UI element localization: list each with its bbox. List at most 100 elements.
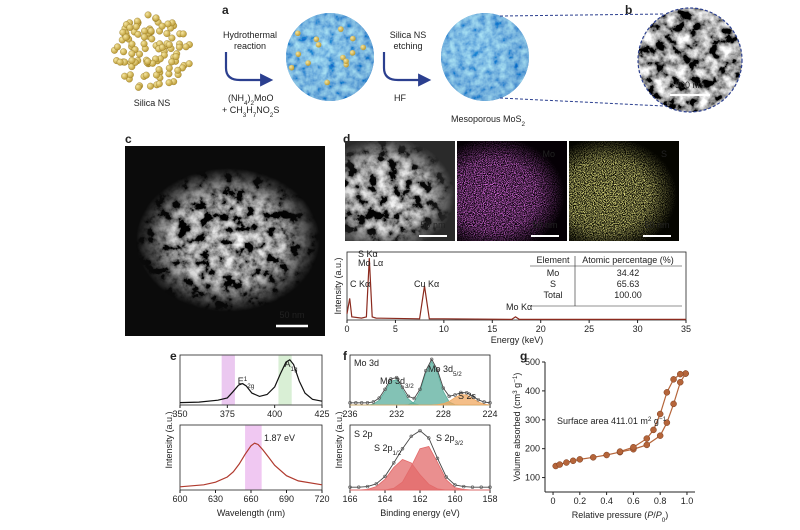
silica-particle — [116, 58, 124, 66]
panel-label: a — [222, 3, 229, 17]
silica-particle — [175, 43, 183, 51]
channel-label: Mo — [542, 149, 555, 159]
map-texture — [457, 141, 567, 241]
x-tick-label: 0 — [344, 324, 349, 334]
data-point — [459, 390, 463, 395]
data-point — [650, 426, 657, 434]
x-tick-label: 600 — [172, 494, 187, 504]
component-label: S 2p1/2 — [374, 443, 402, 457]
x-tick-label: 400 — [267, 409, 282, 419]
y-axis-title: Volume absorbed (cm3 g−1) — [512, 373, 523, 482]
text-part: 7 — [253, 112, 257, 119]
silica-particle — [153, 71, 160, 79]
data-line — [346, 258, 686, 321]
x-tick-label: 236 — [342, 409, 357, 419]
data-point — [482, 400, 486, 404]
text-part: 4 — [244, 100, 248, 107]
text-part: MoO — [254, 93, 274, 103]
table-cell: Total — [543, 290, 562, 300]
data-point — [663, 419, 671, 426]
x-axis-title: Energy (keV) — [491, 335, 544, 345]
x-tick-label: 0.2 — [574, 496, 587, 506]
panel-label: e — [170, 349, 177, 363]
x-tick-label: 232 — [389, 409, 404, 419]
data-point — [462, 484, 466, 489]
peak-label: C Kα — [350, 279, 370, 289]
x-tick-label: 0.8 — [654, 496, 667, 506]
data-point — [453, 483, 457, 487]
x-axis-title: Binding energy (eV) — [380, 508, 460, 518]
x-tick-label: 0.6 — [627, 496, 640, 506]
text-part: A — [284, 359, 290, 369]
mos2-texture — [286, 13, 374, 101]
y-tick-label: 500 — [525, 357, 540, 367]
data-point — [348, 401, 352, 405]
scale-label: 50 nm — [420, 220, 445, 230]
silica-particle — [168, 34, 176, 42]
silica-particle — [128, 56, 136, 64]
text-part: 1g — [291, 366, 299, 373]
silica-particle — [134, 83, 142, 91]
text-part: + CH — [222, 105, 243, 115]
data-point — [424, 368, 428, 373]
data-point — [677, 370, 684, 378]
peak-label: Cu Kα — [414, 279, 439, 289]
data-point — [394, 375, 399, 380]
silica-particle — [324, 79, 330, 86]
text-part: 2 — [522, 121, 526, 128]
zoom-line — [499, 97, 665, 107]
component-label: S 2s — [458, 391, 477, 401]
reagent: + CH3H7NO2S — [222, 105, 279, 119]
text-part: 1/2 — [393, 450, 402, 457]
data-point — [643, 435, 651, 442]
x-tick-label: 158 — [482, 494, 497, 504]
data-point — [470, 394, 475, 399]
text-part: Mesoporous MoS — [451, 114, 522, 124]
text-part: Volume absorbed (cm — [512, 394, 522, 482]
x-tick-label: 350 — [172, 409, 187, 419]
silica-particle — [172, 53, 180, 61]
data-point — [377, 396, 381, 400]
text-part: P — [656, 510, 662, 520]
text-part: g — [651, 416, 659, 426]
x-tick-label: 30 — [633, 324, 643, 334]
table-cell: 34.42 — [617, 268, 640, 278]
x-tick-label: 162 — [412, 494, 427, 504]
data-point — [447, 394, 451, 399]
silica-particle — [140, 33, 148, 41]
x-tick-label: 35 — [681, 324, 691, 334]
data-point — [406, 394, 411, 399]
data-point — [383, 387, 387, 392]
data-point — [656, 410, 664, 418]
text-part: NO — [256, 105, 270, 115]
panel-label: d — [343, 132, 350, 146]
silica-particle — [119, 28, 127, 36]
data-point — [556, 461, 563, 468]
text-part: 2g — [247, 383, 255, 390]
text-part: S — [273, 105, 279, 115]
silica-particle — [136, 50, 143, 58]
peak-label: E12g — [238, 376, 255, 390]
silica-particle — [155, 80, 163, 88]
data-point — [429, 357, 434, 362]
x-tick-label: 20 — [536, 324, 546, 334]
text-part: 3/2 — [405, 383, 414, 390]
silica-particle — [165, 70, 173, 78]
silica-particle — [164, 20, 172, 28]
silica-particle — [121, 72, 129, 80]
data-point — [418, 387, 422, 392]
x-tick-label: 5 — [393, 324, 398, 334]
silica-particle — [315, 41, 322, 48]
data-point — [435, 456, 440, 461]
text-part: E — [238, 376, 244, 386]
silica-particle — [140, 40, 148, 48]
silica-particle — [168, 58, 176, 66]
silica-particle — [147, 27, 155, 35]
x-axis-title: Wavelength (nm) — [217, 508, 285, 518]
data-point — [348, 485, 352, 489]
y-axis-title: Intensity (a.u.) — [334, 411, 344, 468]
text-part: / — [653, 510, 656, 520]
text-part: 3 — [243, 112, 247, 119]
scale-label: 300 nm — [675, 80, 705, 90]
